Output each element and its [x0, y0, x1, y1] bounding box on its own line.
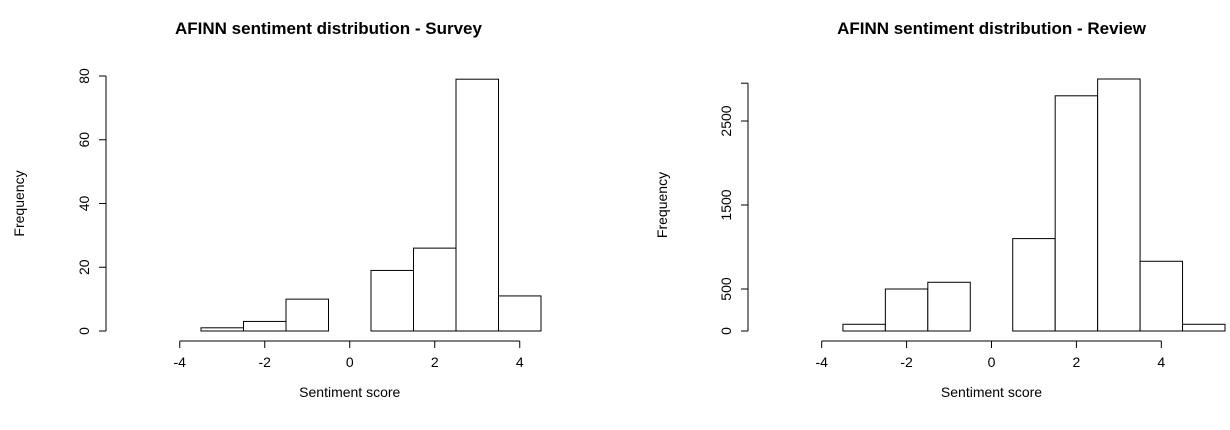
histogram-bar — [842, 323, 886, 332]
histogram-bar — [1012, 238, 1056, 332]
y-tick-label: 0 — [718, 327, 734, 335]
chart-title: AFINN sentiment distribution - Survey — [175, 19, 483, 38]
y-tick-label: 500 — [718, 277, 734, 301]
x-tick-label: -4 — [815, 354, 828, 370]
y-tick-label: 60 — [76, 132, 92, 148]
x-tick-label: -2 — [259, 354, 272, 370]
histogram-bar — [1054, 95, 1099, 332]
x-tick-label: 4 — [516, 354, 524, 370]
x-axis-label: Sentiment score — [941, 384, 1042, 400]
histogram-bar — [200, 327, 244, 332]
histogram-bar — [884, 288, 929, 332]
y-axis-label: Frequency — [654, 172, 670, 238]
histogram-bar — [498, 295, 542, 332]
x-tick-label: 4 — [1157, 354, 1165, 370]
histogram-survey: AFINN sentiment distribution - Survey -4 -… — [11, 19, 542, 400]
histogram-bar — [413, 247, 457, 332]
histogram-bar — [1139, 260, 1184, 332]
histogram-bar — [1182, 323, 1226, 332]
histogram-bar — [455, 78, 499, 332]
x-axis-label: Sentiment score — [299, 384, 400, 400]
histogram-bar — [370, 269, 414, 332]
y-tick-label: 40 — [76, 196, 92, 212]
x-tick-label: 2 — [1073, 354, 1081, 370]
histogram-bar — [927, 281, 971, 332]
histogram-bar — [1097, 78, 1141, 332]
x-tick-label: -4 — [174, 354, 187, 370]
histogram-review: AFINN sentiment distribution - Review -4 -… — [654, 19, 1226, 400]
histogram-bar — [285, 298, 329, 332]
y-tick-label: 1500 — [718, 189, 734, 220]
histogram-bar — [243, 320, 287, 332]
chart-title: AFINN sentiment distribution - Review — [837, 19, 1147, 38]
x-tick-label: -2 — [900, 354, 913, 370]
x-tick-label: 0 — [988, 354, 996, 370]
x-tick-label: 0 — [346, 354, 354, 370]
y-tick-label: 20 — [76, 259, 92, 275]
y-tick-label: 80 — [76, 68, 92, 84]
y-tick-label: 2500 — [718, 105, 734, 136]
y-axis-label: Frequency — [11, 170, 27, 236]
x-tick-label: 2 — [431, 354, 439, 370]
y-tick-label: 0 — [76, 327, 92, 335]
